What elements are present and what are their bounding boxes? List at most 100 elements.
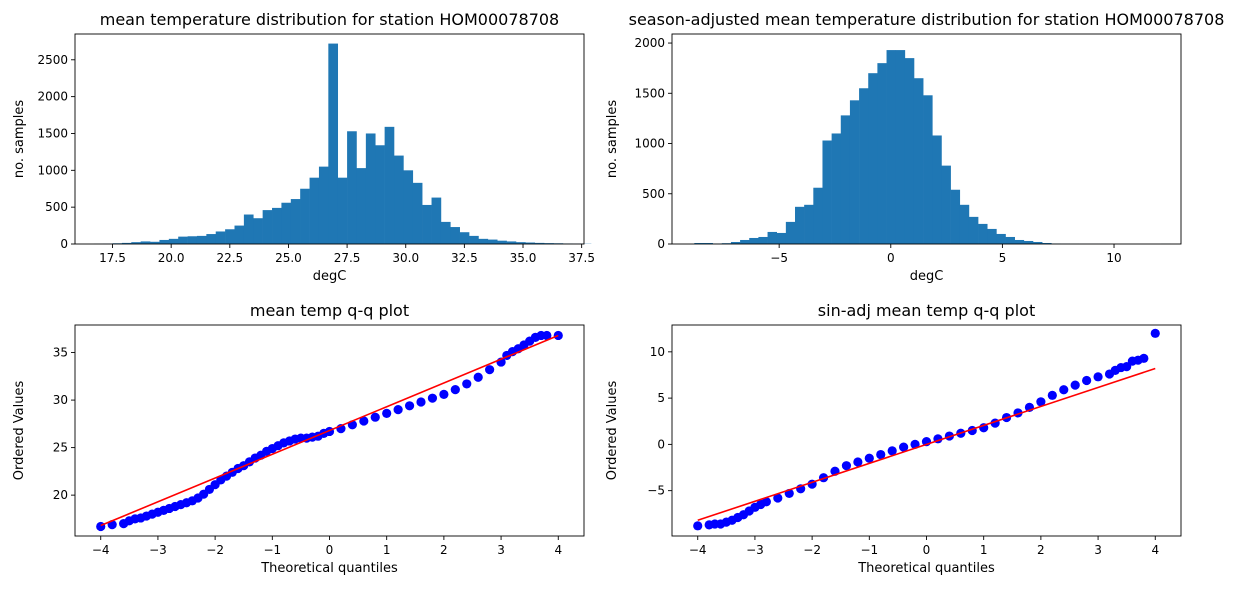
histogram-bar bbox=[234, 225, 245, 244]
axes-frame bbox=[671, 324, 1182, 537]
x-tick-label: −3 bbox=[746, 543, 764, 557]
histogram-bar bbox=[168, 238, 179, 244]
histogram-bar bbox=[309, 177, 320, 244]
histogram-bar bbox=[868, 73, 878, 244]
histogram-bar bbox=[515, 242, 526, 244]
data-point bbox=[1036, 397, 1046, 407]
y-axis-label: no. samples bbox=[605, 100, 620, 178]
data-point bbox=[761, 497, 771, 507]
histogram-bar bbox=[178, 236, 188, 244]
histogram-bar bbox=[150, 241, 160, 244]
histogram-bar bbox=[121, 242, 132, 244]
histogram-bar bbox=[196, 235, 207, 244]
data-point bbox=[887, 446, 897, 456]
x-tick-label: 2 bbox=[440, 543, 448, 557]
x-tick-label: −1 bbox=[263, 543, 281, 557]
x-tick-label: 2 bbox=[1037, 543, 1045, 557]
histogram-bar bbox=[1005, 236, 1015, 244]
x-tick-label: 35.0 bbox=[510, 251, 537, 265]
histogram-bar bbox=[215, 231, 226, 244]
x-tick-label: 32.5 bbox=[451, 251, 478, 265]
histogram-mean-temperature: 17.5 20.0 22.5 25.0 27.5 30.0 32.5 35.0 37.5 0 500… bbox=[12, 10, 595, 284]
histogram-bar bbox=[703, 242, 713, 244]
data-point bbox=[1082, 375, 1092, 386]
x-tick-label: 1 bbox=[383, 543, 391, 557]
histogram-bar bbox=[506, 241, 517, 244]
histogram-bar bbox=[403, 170, 414, 244]
histogram-bar bbox=[749, 237, 759, 244]
histogram-bar bbox=[987, 228, 997, 244]
histogram-bar bbox=[740, 239, 750, 244]
histogram-bar bbox=[394, 155, 404, 244]
histogram-bar bbox=[923, 95, 933, 244]
histogram-bar bbox=[795, 206, 805, 244]
histogram-bar bbox=[300, 188, 310, 244]
x-tick-label: 1 bbox=[980, 543, 988, 557]
chart-title: sin-adj mean temp q-q plot bbox=[818, 301, 1035, 320]
histogram-bar bbox=[840, 115, 851, 244]
x-tick-label: −1 bbox=[860, 543, 878, 557]
y-tick-label: 10 bbox=[650, 345, 665, 359]
histogram-bar bbox=[804, 204, 814, 244]
histogram-bar bbox=[206, 234, 217, 244]
histogram-bar bbox=[243, 214, 254, 244]
histogram-bar bbox=[459, 232, 470, 244]
x-tick-label: 4 bbox=[1151, 543, 1159, 557]
x-tick-label: 20.0 bbox=[158, 251, 185, 265]
data-point bbox=[693, 521, 703, 531]
data-point bbox=[841, 461, 852, 471]
y-tick-label: 1000 bbox=[37, 163, 68, 177]
histogram-bar bbox=[412, 182, 423, 244]
histogram-bar bbox=[384, 126, 395, 244]
data-point bbox=[393, 404, 403, 415]
histogram-bar bbox=[932, 135, 942, 244]
data-point bbox=[439, 389, 449, 399]
histogram-bar bbox=[776, 232, 787, 244]
x-tick-label: 30.0 bbox=[392, 251, 419, 265]
histogram-bar bbox=[450, 227, 460, 244]
histogram-bar bbox=[904, 58, 915, 244]
chart-title: mean temperature distribution for statio… bbox=[100, 10, 559, 29]
histogram-bar bbox=[272, 207, 282, 244]
fit-line bbox=[100, 334, 559, 527]
y-tick-label: 30 bbox=[53, 393, 68, 407]
histogram-bar bbox=[1032, 241, 1043, 244]
x-tick-label: 0 bbox=[923, 543, 931, 557]
histogram-bar bbox=[767, 231, 778, 244]
chart-title: mean temp q-q plot bbox=[250, 301, 409, 320]
histogram-bar bbox=[758, 236, 768, 244]
histogram-bar bbox=[140, 241, 151, 244]
histogram-bar bbox=[469, 235, 479, 244]
histogram-bar bbox=[422, 204, 432, 244]
histogram-bar bbox=[886, 50, 896, 244]
x-tick-label: −4 bbox=[689, 543, 707, 557]
data-point bbox=[1139, 353, 1149, 363]
histogram-bar bbox=[730, 241, 741, 244]
y-axis-label: no. samples bbox=[12, 100, 27, 178]
x-tick-label: 25.0 bbox=[275, 251, 302, 265]
histogram-bar bbox=[959, 204, 970, 244]
y-tick-label: 1500 bbox=[37, 126, 68, 140]
x-tick-label: −4 bbox=[92, 543, 110, 557]
histogram-bar bbox=[978, 223, 988, 244]
data-point bbox=[473, 372, 483, 382]
x-tick-label: 22.5 bbox=[216, 251, 243, 265]
histogram-bar bbox=[365, 133, 376, 244]
data-point bbox=[1150, 328, 1160, 338]
histogram-bar bbox=[849, 100, 860, 244]
y-tick-label: 35 bbox=[53, 346, 68, 360]
data-point bbox=[1122, 362, 1132, 372]
x-tick-label: 27.5 bbox=[334, 251, 361, 265]
data-point bbox=[427, 393, 438, 403]
y-tick-label: 0 bbox=[657, 237, 665, 251]
y-tick-label: 20 bbox=[53, 488, 68, 502]
histogram-bar bbox=[225, 229, 235, 244]
histogram-bar bbox=[290, 199, 301, 244]
histogram-bar bbox=[478, 238, 489, 244]
x-tick-label: 3 bbox=[1094, 543, 1102, 557]
y-tick-label: 1500 bbox=[634, 86, 665, 100]
qq-plot-mean-temp: −4 −3 −2 −1 0 1 2 3 4 20 25 30 35 mean temp q-q plot T… bbox=[12, 301, 585, 576]
histogram-bar bbox=[950, 189, 961, 244]
data-point bbox=[542, 330, 552, 341]
